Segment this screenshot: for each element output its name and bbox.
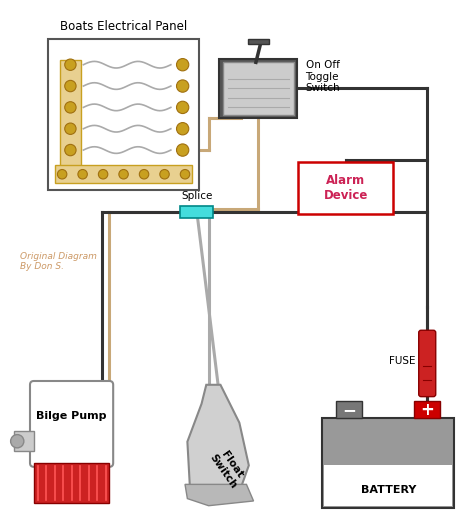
Bar: [414, 401, 440, 418]
Text: Splice: Splice: [181, 191, 212, 201]
Circle shape: [180, 169, 190, 179]
Text: BATTERY: BATTERY: [361, 485, 416, 495]
Circle shape: [176, 101, 189, 113]
Text: Boats Electrical Panel: Boats Electrical Panel: [60, 20, 187, 33]
Bar: [60, 60, 81, 169]
Bar: [223, 62, 294, 115]
Circle shape: [78, 169, 87, 179]
FancyBboxPatch shape: [30, 381, 113, 467]
Circle shape: [65, 59, 76, 71]
Polygon shape: [185, 484, 254, 506]
Circle shape: [119, 169, 128, 179]
Circle shape: [176, 144, 189, 156]
Bar: [336, 401, 362, 418]
Text: Alarm
Device: Alarm Device: [324, 174, 368, 202]
Circle shape: [176, 59, 189, 71]
Bar: [14, 431, 34, 451]
Text: Bilge Pump: Bilge Pump: [36, 411, 107, 420]
Bar: [34, 463, 109, 503]
Bar: [48, 39, 199, 190]
Polygon shape: [187, 385, 249, 503]
Circle shape: [176, 122, 189, 135]
Circle shape: [139, 169, 149, 179]
Circle shape: [57, 169, 67, 179]
Text: Original Diagram
By Don S.: Original Diagram By Don S.: [19, 252, 97, 271]
Circle shape: [65, 101, 76, 113]
Circle shape: [99, 169, 108, 179]
Bar: [55, 165, 192, 183]
Circle shape: [65, 81, 76, 92]
FancyBboxPatch shape: [419, 330, 436, 396]
Text: −: −: [342, 401, 356, 419]
Circle shape: [10, 435, 24, 448]
Circle shape: [65, 144, 76, 156]
Circle shape: [176, 80, 189, 92]
Circle shape: [65, 123, 76, 134]
Bar: [322, 418, 455, 508]
Text: On Off
Toggle
Switch: On Off Toggle Switch: [306, 60, 340, 93]
Text: Float
Switch: Float Switch: [208, 446, 248, 490]
Bar: [219, 59, 298, 118]
Bar: [324, 465, 452, 506]
Circle shape: [160, 169, 169, 179]
Text: FUSE: FUSE: [389, 356, 415, 366]
Bar: [299, 162, 393, 214]
Text: +: +: [420, 401, 434, 419]
Bar: [248, 39, 269, 44]
Bar: [180, 206, 213, 218]
